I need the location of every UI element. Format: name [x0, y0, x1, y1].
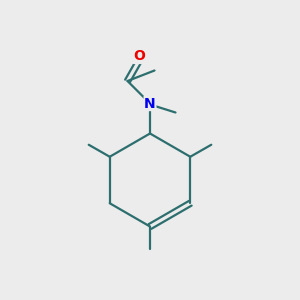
Text: O: O [134, 50, 146, 63]
Text: N: N [144, 97, 156, 110]
